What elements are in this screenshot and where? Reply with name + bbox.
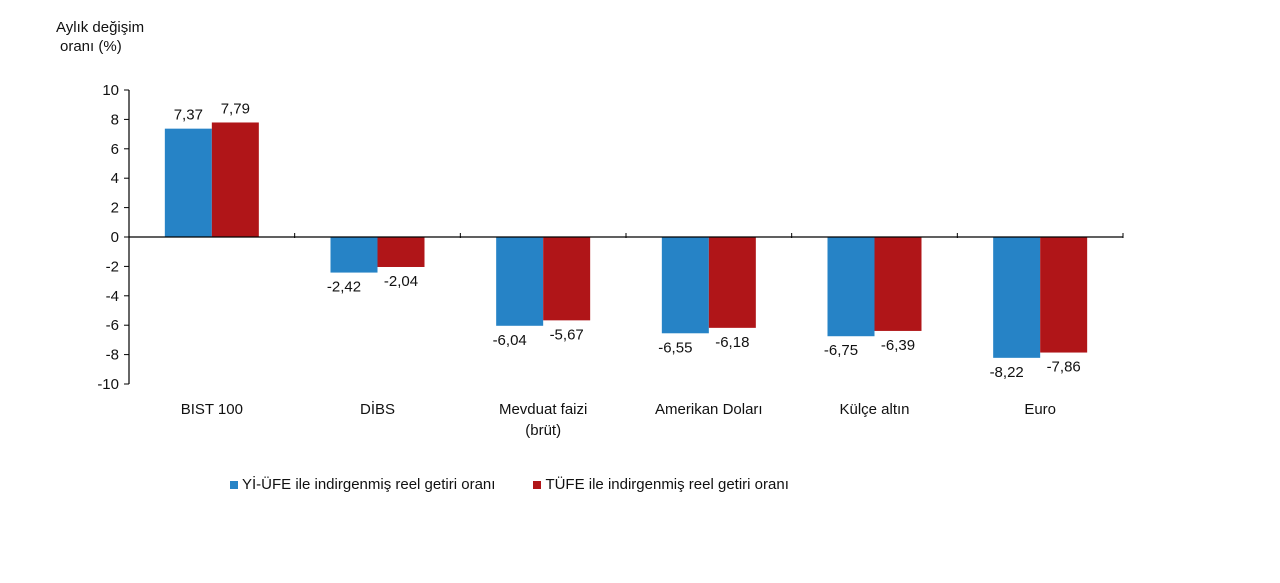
- legend-label-tufe: TÜFE ile indirgenmiş reel getiri oranı: [545, 476, 789, 493]
- data-label: -5,67: [550, 326, 584, 343]
- bar-yi-ufe: [661, 237, 709, 334]
- x-tick-label: BIST 100: [181, 401, 243, 418]
- data-label: -2,04: [384, 273, 418, 290]
- bar-tufe: [1040, 237, 1088, 353]
- data-label: -6,18: [715, 334, 749, 351]
- bar-yi-ufe: [496, 237, 544, 326]
- bar-yi-ufe: [164, 128, 212, 237]
- bar-tufe: [708, 237, 756, 328]
- bar-tufe: [377, 237, 425, 267]
- legend-label-yi-ufe: Yİ-ÜFE ile indirgenmiş reel getiri oranı: [242, 476, 496, 493]
- y-axis-title: Aylık değişim oranı (%): [56, 18, 144, 56]
- bar-tufe: [211, 122, 259, 237]
- bar-tufe: [543, 237, 591, 321]
- data-label: -8,22: [990, 364, 1024, 381]
- legend: Yİ-ÜFE ile indirgenmiş reel getiri oranı…: [230, 476, 789, 493]
- data-label: 7,37: [174, 107, 203, 124]
- data-label: -7,86: [1047, 359, 1081, 376]
- bar-yi-ufe: [827, 237, 875, 337]
- data-label: -6,55: [658, 339, 692, 356]
- data-label: -6,75: [824, 342, 858, 359]
- data-label: -6,39: [881, 337, 915, 354]
- x-tick-label: Amerikan Doları: [655, 401, 763, 418]
- data-label: -2,42: [327, 279, 361, 296]
- y-tick-label: -10: [97, 376, 119, 393]
- x-tick-label: Mevduat faizi: [499, 401, 587, 418]
- y-tick-label: 10: [102, 82, 119, 99]
- y-tick-label: 2: [111, 200, 119, 217]
- y-tick-label: -8: [106, 347, 119, 364]
- x-tick-label: Külçe altın: [839, 401, 909, 418]
- y-tick-label: 8: [111, 111, 119, 128]
- bar-yi-ufe: [330, 237, 378, 273]
- data-label: -6,04: [493, 332, 527, 349]
- legend-swatch-tufe: [533, 480, 542, 489]
- legend-item-yi-ufe: Yİ-ÜFE ile indirgenmiş reel getiri oranı: [230, 476, 495, 493]
- y-tick-label: 0: [111, 229, 119, 246]
- y-tick-label: -6: [106, 317, 119, 334]
- legend-swatch-yi-ufe: [230, 480, 238, 489]
- x-tick-label: Euro: [1024, 401, 1056, 418]
- y-tick-label: 6: [111, 141, 119, 158]
- y-tick-label: 4: [111, 170, 119, 187]
- bar-yi-ufe: [993, 237, 1041, 358]
- x-tick-label: (brüt): [525, 422, 561, 439]
- x-tick-label: DİBS: [360, 400, 395, 418]
- bar-tufe: [874, 237, 922, 331]
- legend-item-tufe: TÜFE ile indirgenmiş reel getiri oranı: [533, 476, 789, 493]
- y-axis-title-line-2: oranı (%): [60, 38, 122, 55]
- y-tick-label: -4: [106, 288, 119, 305]
- data-label: 7,79: [221, 100, 250, 117]
- y-tick-label: -2: [106, 258, 119, 275]
- y-axis-title-line-1: Aylık değişim: [56, 19, 145, 36]
